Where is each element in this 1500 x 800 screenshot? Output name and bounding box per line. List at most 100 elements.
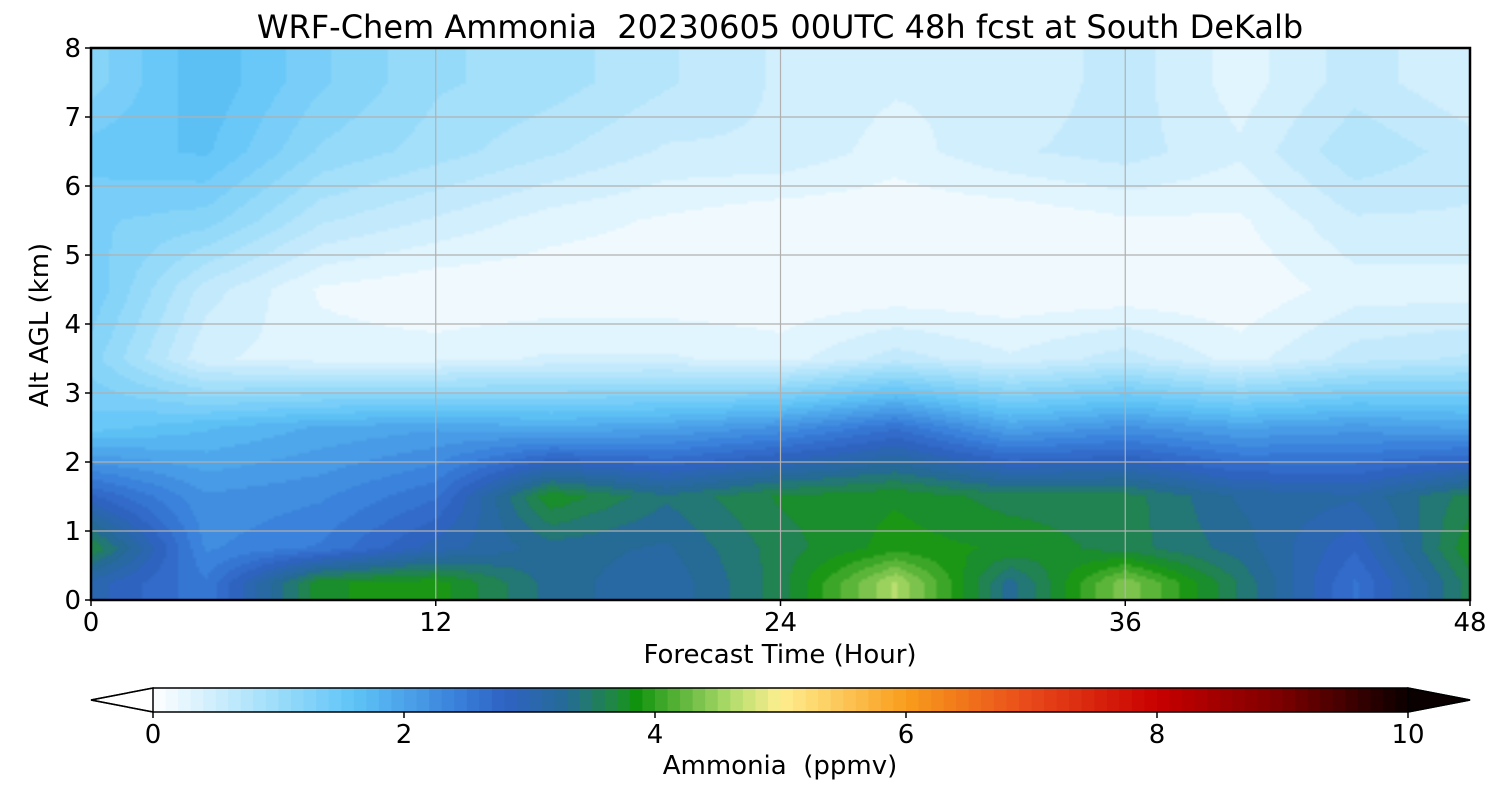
colorbar-segment [1044, 688, 1058, 712]
colorbar-segment [554, 688, 568, 712]
y-tick-label: 6 [64, 172, 81, 202]
colorbar-segment [893, 688, 907, 712]
colorbar-segment [1307, 688, 1321, 712]
colorbar-tick-label: 4 [647, 720, 664, 750]
colorbar-segment [1395, 688, 1409, 712]
colorbar-segment [441, 688, 455, 712]
colorbar-segment [328, 688, 342, 712]
colorbar-segment [855, 688, 869, 712]
colorbar-segment [567, 688, 581, 712]
colorbar-segment [265, 688, 280, 712]
colorbar-segment [404, 688, 418, 712]
colorbar-segment [1144, 688, 1158, 712]
colorbar: 0 2 4 6 8 10 [90, 687, 1471, 750]
colorbar-segment [680, 688, 694, 712]
colorbar-segment [516, 688, 531, 712]
y-tick-label: 7 [64, 103, 81, 133]
colorbar-tick-label: 8 [1149, 720, 1166, 750]
colorbar-segment [730, 688, 744, 712]
y-tick-label: 3 [64, 379, 81, 409]
x-axis-label: Forecast Time (Hour) [643, 640, 917, 670]
y-tick-label: 4 [64, 310, 81, 340]
colorbar-tick-label: 2 [396, 720, 413, 750]
colorbar-segment [454, 688, 468, 712]
colorbar-segment [1018, 688, 1033, 712]
colorbar-segment [165, 688, 179, 712]
x-tick-label: 24 [764, 608, 797, 638]
colorbar-segment [592, 688, 606, 712]
colorbar-segment [968, 688, 982, 712]
y-axis-ticks: 0 1 2 3 4 5 6 7 8 [64, 34, 91, 616]
colorbar-segment [629, 688, 644, 712]
colorbar-segment [479, 688, 493, 712]
colorbar-segment [742, 688, 756, 712]
colorbar-segment [755, 688, 769, 712]
colorbar-segment [1056, 688, 1070, 712]
colorbar-segment [153, 688, 167, 712]
colorbar-segment [466, 688, 480, 712]
colorbar-segment [1194, 688, 1208, 712]
colorbar-segment [504, 688, 518, 712]
colorbar-segment [1345, 688, 1359, 712]
colorbar-segment [843, 688, 857, 712]
colorbar-segment [378, 688, 393, 712]
colorbar-tick-label: 6 [898, 720, 915, 750]
colorbar-min-extend-arrow [90, 687, 154, 713]
colorbar-segment [1157, 688, 1171, 712]
colorbar-segment [667, 688, 681, 712]
y-tick-label: 2 [64, 448, 81, 478]
colorbar-segment [981, 688, 995, 712]
colorbar-segment [178, 688, 192, 712]
colorbar-segment [818, 688, 832, 712]
y-tick-label: 0 [64, 586, 81, 616]
colorbar-segment [1244, 688, 1258, 712]
colorbar-segment [1320, 688, 1334, 712]
colorbar-segment [1357, 688, 1371, 712]
colorbar-segment [291, 688, 305, 712]
colorbar-segment [1332, 688, 1346, 712]
colorbar-segment [416, 688, 430, 712]
colorbar-segment [956, 688, 970, 712]
colorbar-max-extend-arrow [1407, 687, 1471, 713]
colorbar-segment [1370, 688, 1384, 712]
colorbar-segment [1232, 688, 1246, 712]
colorbar-segment [767, 688, 782, 712]
colorbar-segment [780, 688, 794, 712]
x-tick-label: 0 [83, 608, 100, 638]
y-tick-label: 1 [64, 517, 81, 547]
colorbar-segment [1131, 688, 1146, 712]
colorbar-segment [353, 688, 367, 712]
colorbar-segment [366, 688, 380, 712]
colorbar-segment [1257, 688, 1271, 712]
colorbar-segment [215, 688, 229, 712]
colorbar-segment [253, 688, 267, 712]
colorbar-segment [793, 688, 807, 712]
colorbar-segment [1269, 688, 1284, 712]
colorbar-segment [705, 688, 719, 712]
colorbar-segment [1081, 688, 1095, 712]
colorbar-segment [880, 688, 895, 712]
colorbar-segment [868, 688, 882, 712]
colorbar-segment [617, 688, 631, 712]
colorbar-segment [1119, 688, 1133, 712]
colorbar-segment [1169, 688, 1183, 712]
colorbar-segment [491, 688, 505, 712]
colorbar-segment [1219, 688, 1233, 712]
colorbar-segment [303, 688, 317, 712]
colorbar-segment [1094, 688, 1108, 712]
colorbar-segment [228, 688, 242, 712]
colorbar-segment [240, 688, 254, 712]
colorbar-segment [717, 688, 731, 712]
colorbar-segment [316, 688, 330, 712]
colorbar-segment [429, 688, 443, 712]
colorbar-segment [604, 688, 618, 712]
colorbar-segment [655, 688, 669, 712]
colorbar-segment [1182, 688, 1196, 712]
colorbar-segment [542, 688, 556, 712]
colorbar-segment [579, 688, 593, 712]
colorbar-segment [1207, 688, 1221, 712]
colorbar-segment [341, 688, 355, 712]
colorbar-segment [931, 688, 945, 712]
colorbar-segment [1031, 688, 1045, 712]
y-tick-label: 8 [64, 34, 81, 64]
